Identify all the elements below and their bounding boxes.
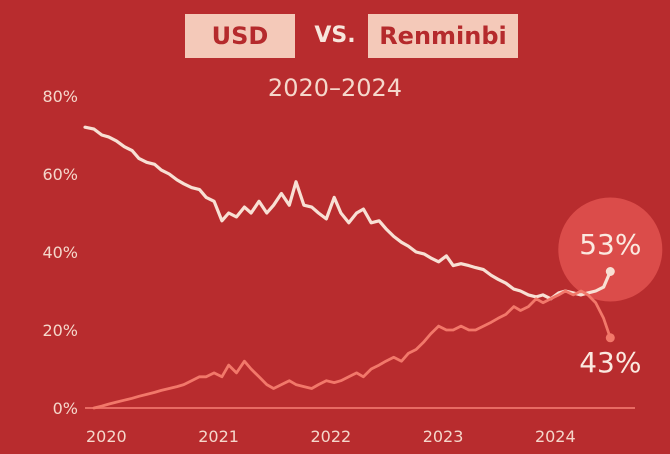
title-vs-label: VS.: [314, 23, 356, 48]
y-tick-label: 80%: [42, 87, 78, 106]
title-renminbi-label: Renminbi: [368, 14, 518, 58]
y-tick-label: 20%: [42, 321, 78, 340]
series-endpoint-usd: [605, 267, 615, 276]
x-tick-label: 2020: [86, 427, 127, 446]
title-usd-label: USD: [185, 14, 295, 58]
series-line-renminbi: [92, 289, 612, 410]
y-tick-label: 0%: [53, 399, 78, 418]
x-tick-label: 2021: [198, 427, 239, 446]
x-tick-label: 2024: [535, 427, 576, 446]
series-endpoint-renminbi: [605, 333, 615, 343]
chart-title: USD VS. Renminbi: [0, 14, 670, 58]
highlight-circle: [558, 197, 663, 302]
y-tick-label: 60%: [42, 165, 78, 184]
annotation-usd-value: 53%: [579, 228, 641, 261]
chart-subtitle: 2020–2024: [267, 74, 403, 102]
y-tick-label: 40%: [42, 243, 78, 262]
annotation-renminbi-value: 43%: [579, 346, 641, 379]
x-tick-label: 2022: [310, 427, 351, 446]
series-line-usd: [83, 125, 612, 301]
x-tick-label: 2023: [423, 427, 464, 446]
